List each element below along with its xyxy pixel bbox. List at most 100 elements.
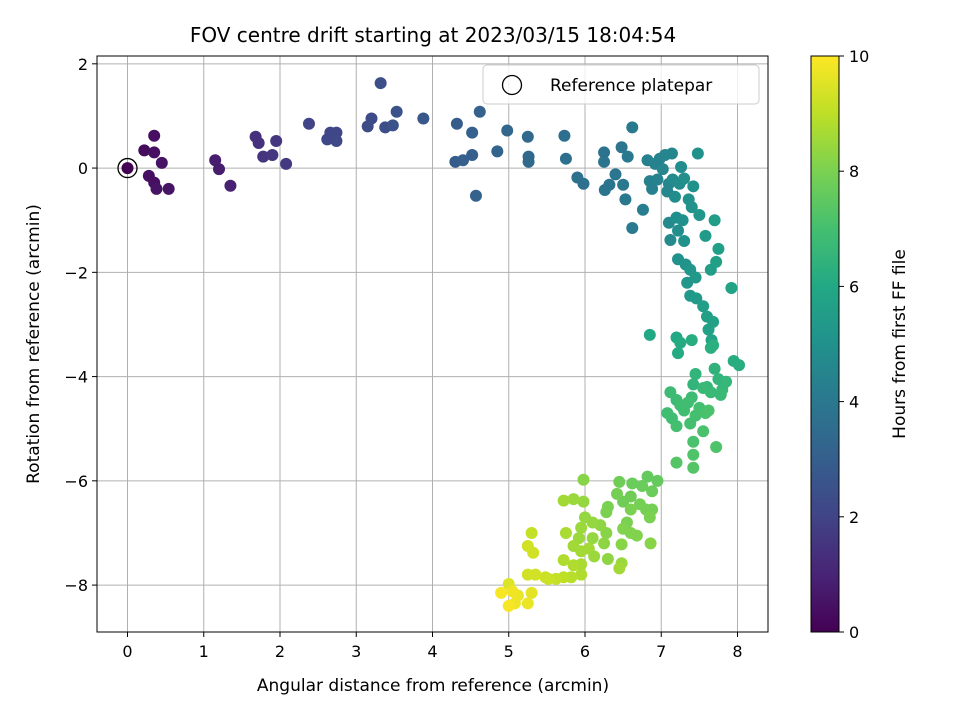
data-point [697, 382, 710, 395]
data-point [365, 112, 378, 125]
y-tick-label: −8 [64, 576, 88, 595]
colorbar-tick-label: 6 [849, 277, 859, 296]
data-point [615, 141, 628, 154]
data-point [687, 180, 700, 193]
data-point [557, 494, 570, 507]
data-point [656, 163, 669, 176]
data-point [643, 511, 656, 524]
legend-reference-marker [501, 74, 523, 96]
data-point [691, 147, 704, 160]
data-point [672, 224, 685, 237]
data-point [678, 172, 691, 185]
chart-title: FOV centre drift starting at 2023/03/15 … [190, 23, 676, 47]
data-point [457, 154, 469, 167]
data-point [466, 126, 479, 139]
data-point [567, 493, 580, 506]
data-point [598, 155, 611, 168]
y-tick-label: −6 [64, 472, 88, 491]
data-point [708, 214, 721, 227]
data-point [689, 271, 702, 284]
data-point [689, 367, 702, 380]
data-point [213, 163, 225, 176]
data-point [624, 526, 637, 539]
data-point [521, 130, 534, 143]
data-point [521, 597, 534, 610]
data-point [469, 189, 482, 202]
data-point [609, 168, 622, 181]
data-point [646, 182, 659, 195]
x-tick-label: 2 [275, 642, 285, 661]
data-point [558, 129, 571, 142]
data-point [611, 487, 624, 500]
data-point [687, 378, 700, 391]
data-point [720, 375, 733, 388]
colorbar-tick-label: 8 [849, 162, 859, 181]
data-point [473, 105, 486, 118]
data-point [710, 440, 723, 453]
colorbar-tick-label: 10 [849, 47, 869, 66]
data-point [613, 475, 626, 488]
data-point [664, 386, 677, 399]
data-point [675, 161, 688, 174]
x-axis-label: Angular distance from reference (arcmin) [257, 676, 609, 696]
data-point [601, 553, 614, 566]
data-point [621, 150, 634, 163]
data-point [725, 281, 738, 294]
data-point [567, 559, 580, 572]
data-point [674, 336, 687, 349]
data-point [636, 480, 649, 493]
data-point [521, 568, 534, 581]
legend: Reference platepar [482, 64, 760, 105]
data-point [598, 537, 611, 550]
data-point [150, 182, 163, 195]
data-point [651, 173, 664, 186]
legend-box [482, 64, 760, 105]
y-tick-label: 2 [78, 55, 88, 74]
y-axis-label: Rotation from reference (arcmin) [24, 204, 44, 484]
data-point [525, 526, 538, 539]
y-tick-label: 0 [78, 159, 88, 178]
data-point [577, 495, 590, 508]
colorbar: 0 2 4 6 8 10 Hours from first FF file [810, 47, 910, 642]
data-point [626, 477, 639, 490]
data-point [615, 538, 628, 551]
data-point [670, 456, 683, 469]
data-point [330, 126, 343, 139]
y-tick-label: −2 [64, 263, 88, 282]
data-point [559, 152, 572, 165]
data-point [707, 315, 720, 328]
x-tick-label: 8 [732, 642, 742, 661]
data-point [557, 554, 570, 567]
data-point [646, 485, 659, 498]
data-point [162, 182, 175, 195]
data-point [733, 359, 746, 372]
data-point [697, 425, 710, 438]
data-point [539, 571, 552, 584]
data-point [693, 208, 706, 221]
data-point [699, 229, 712, 242]
axis-ticks: 0 1 2 3 4 5 6 7 8 2 0 −2 −4 −6 −8 [64, 55, 742, 661]
data-point [577, 473, 590, 486]
colorbar-ticks: 0 2 4 6 8 10 [839, 47, 869, 642]
data-point [374, 77, 387, 90]
data-point [670, 420, 683, 433]
data-point [668, 190, 681, 203]
data-point [491, 145, 504, 158]
data-point [148, 146, 161, 159]
data-point [603, 178, 616, 191]
data-point [664, 234, 677, 247]
data-point [598, 146, 611, 159]
scatter-points [117, 77, 746, 612]
colorbar-gradient [810, 55, 840, 633]
data-point [266, 149, 279, 162]
data-point [600, 506, 613, 519]
colorbar-tick-label: 0 [849, 623, 859, 642]
data-point [121, 162, 134, 175]
data-point [685, 201, 698, 214]
y-tick-label: −4 [64, 368, 88, 387]
data-point [690, 292, 703, 305]
data-point [148, 129, 161, 142]
data-point [270, 134, 283, 147]
x-tick-label: 1 [199, 642, 209, 661]
data-point [702, 404, 715, 417]
